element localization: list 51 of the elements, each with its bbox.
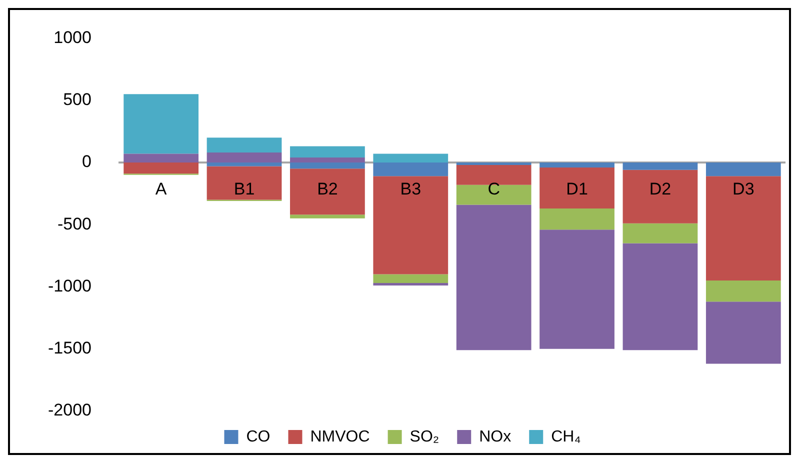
bar	[622, 162, 698, 170]
bar	[540, 208, 614, 230]
bar	[540, 167, 614, 208]
bar	[206, 166, 282, 200]
legend-label: CO	[246, 428, 270, 446]
bar	[706, 302, 781, 364]
bar	[206, 138, 282, 153]
bar	[373, 154, 448, 162]
bar	[206, 152, 282, 162]
bar	[456, 184, 532, 205]
bar	[540, 162, 614, 168]
bar	[622, 243, 698, 350]
y-tick-label: 1000	[54, 28, 92, 47]
y-tick-label: 500	[63, 90, 92, 110]
x-tick-label: D1	[566, 180, 588, 199]
bar	[124, 94, 199, 154]
x-tick-label: D3	[732, 180, 754, 199]
x-tick-label: B1	[234, 180, 255, 199]
x-tick-label: B2	[317, 180, 338, 199]
bar	[540, 230, 614, 349]
bar	[124, 162, 199, 174]
bar	[456, 162, 532, 165]
bar	[124, 154, 199, 162]
bar	[706, 162, 781, 176]
bar	[706, 176, 781, 281]
x-tick-label: B3	[400, 180, 422, 199]
bar	[290, 146, 365, 158]
x-tick-label: D2	[649, 180, 672, 199]
bar	[373, 274, 448, 284]
y-tick-label: 0	[82, 152, 92, 172]
bar	[290, 214, 365, 218]
bar	[622, 223, 698, 244]
legend-label: NMVOC	[310, 428, 370, 446]
bar	[290, 157, 365, 162]
bar	[206, 162, 282, 166]
x-tick-label: C	[488, 180, 500, 199]
bar	[706, 280, 781, 302]
bar	[373, 162, 448, 176]
x-tick-label: A	[155, 180, 168, 199]
legend-label: CH₄	[551, 428, 581, 446]
bar	[290, 162, 365, 169]
bar	[373, 176, 448, 274]
bar	[456, 204, 532, 350]
bar	[290, 168, 365, 215]
legend-label: SO₂	[410, 428, 440, 446]
y-tick-label: -2000	[48, 400, 92, 420]
y-tick-label: -500	[57, 214, 92, 234]
y-tick-label: -1000	[48, 276, 92, 296]
bar	[622, 170, 698, 224]
y-tick-label: -1500	[48, 338, 92, 358]
legend-label: NOx	[479, 428, 512, 446]
